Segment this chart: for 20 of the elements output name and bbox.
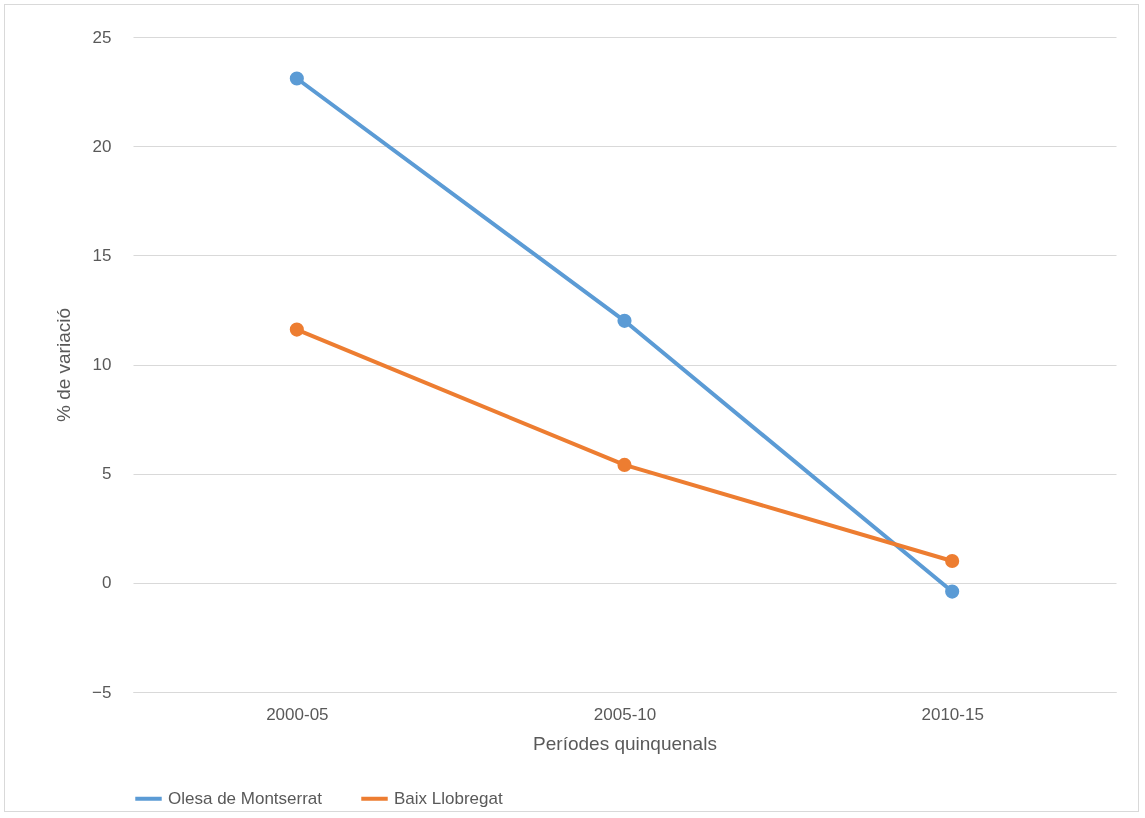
point	[289, 71, 304, 86]
y-tick-label: 10	[92, 355, 112, 374]
x-tick-label: 2000-05	[266, 704, 329, 724]
legend-label: Baix Llobregat	[394, 788, 503, 808]
x-tick-label: 2005-10	[593, 704, 657, 724]
point	[289, 322, 304, 337]
x-axis-title: Períodes quinquenals	[533, 732, 717, 754]
y-tick-label: 15	[92, 245, 112, 265]
y-axis-title: % de variació	[53, 307, 75, 423]
legend-label: Olesa de Montserrat	[168, 788, 323, 808]
y-tick-label: 20	[92, 136, 112, 156]
point	[945, 584, 960, 599]
point	[617, 313, 632, 328]
y-tick-label: 0	[102, 573, 112, 593]
y-tick-label: −5	[92, 682, 112, 702]
y-tick-label: 5	[102, 464, 112, 484]
y-tick-label: 25	[92, 27, 112, 47]
point	[945, 553, 960, 569]
point	[617, 457, 632, 472]
x-tick-label: 2010-15	[921, 704, 984, 724]
